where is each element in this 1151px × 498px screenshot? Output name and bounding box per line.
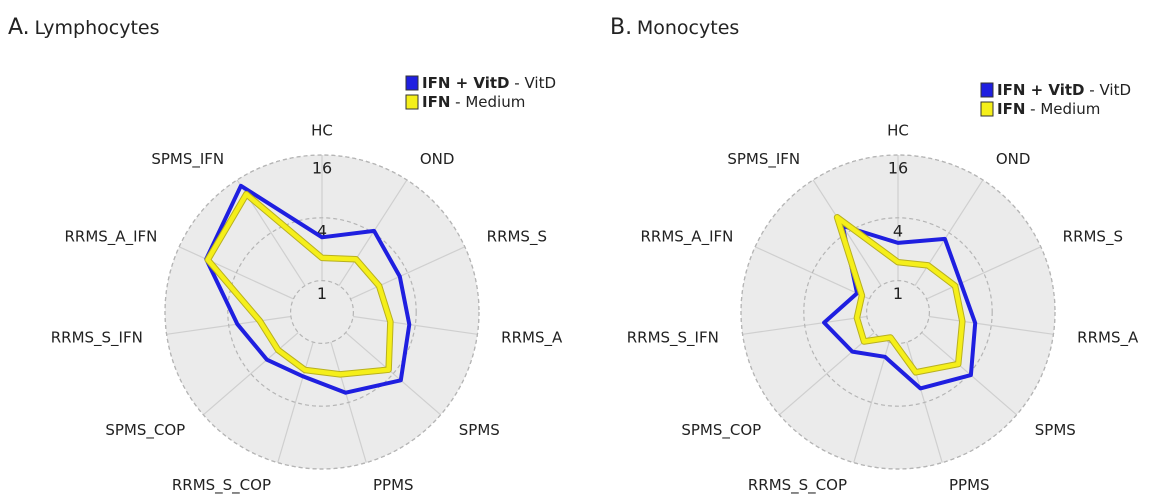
grid-circle xyxy=(164,154,480,470)
category-label: RRMS_A xyxy=(1077,328,1139,347)
category-label: RRMS_A xyxy=(501,328,563,347)
category-label: RRMS_S_COP xyxy=(172,476,271,495)
panel-letter: A. xyxy=(8,15,30,40)
category-label: RRMS_S_COP xyxy=(748,476,847,495)
panel-title: A. Lymphocytes xyxy=(8,15,160,40)
tick-label: 1 xyxy=(317,284,327,303)
category-label: HC xyxy=(887,122,909,140)
category-label: SPMS xyxy=(1035,421,1076,439)
legend-label: IFN + VitD - VitD xyxy=(422,74,556,92)
tick-label: 4 xyxy=(893,221,903,240)
legend-name: IFN xyxy=(997,100,1025,118)
spoke xyxy=(928,315,1054,335)
series-line xyxy=(205,191,393,377)
category-label: PPMS xyxy=(373,476,414,494)
legend-swatch xyxy=(980,82,994,98)
tick-label: 16 xyxy=(888,159,908,178)
tick-label: 4 xyxy=(317,221,327,240)
spoke xyxy=(178,246,294,300)
legend-label: IFN - Medium xyxy=(422,93,525,111)
category-label: RRMS_A_IFN xyxy=(641,227,734,246)
panel-name: Lymphocytes xyxy=(34,17,159,39)
spoke xyxy=(202,332,299,416)
legend-condition: - Medium xyxy=(455,93,525,111)
category-label: RRMS_S_IFN xyxy=(51,328,143,347)
legend-condition: - Medium xyxy=(1030,100,1100,118)
spoke xyxy=(853,341,890,463)
legend-name: IFN + VitD xyxy=(997,81,1085,99)
grid-circle xyxy=(740,154,1056,470)
panel-title: B. Monocytes xyxy=(610,15,739,40)
spoke xyxy=(277,341,314,463)
spoke xyxy=(345,332,442,416)
category-label: OND xyxy=(996,150,1031,168)
legend-name: IFN xyxy=(422,93,450,111)
tick-label: 1 xyxy=(893,284,903,303)
spoke xyxy=(352,315,478,335)
legend-condition: - VitD xyxy=(1089,81,1131,99)
legend-condition: - VitD xyxy=(514,74,556,92)
category-label: SPMS_IFN xyxy=(151,150,224,169)
panel-name: Monocytes xyxy=(637,17,739,39)
category-label: SPMS_COP xyxy=(105,421,185,440)
spoke xyxy=(754,246,870,300)
category-label: SPMS_COP xyxy=(681,421,761,440)
spoke xyxy=(812,179,882,286)
category-label: OND xyxy=(420,150,455,168)
legend-swatch xyxy=(405,94,419,110)
spoke xyxy=(350,246,466,300)
legend-swatch xyxy=(405,75,419,91)
legend-name: IFN + VitD xyxy=(422,74,510,92)
tick-label: 16 xyxy=(312,159,332,178)
grid-circle xyxy=(227,217,417,407)
category-label: SPMS_IFN xyxy=(727,150,800,169)
category-label: RRMS_S xyxy=(1063,227,1123,246)
legend-label: IFN - Medium xyxy=(997,100,1100,118)
spoke xyxy=(926,246,1042,300)
category-label: SPMS xyxy=(459,421,500,439)
category-label: RRMS_A_IFN xyxy=(65,227,158,246)
category-label: RRMS_S_IFN xyxy=(627,328,719,347)
panel-letter: B. xyxy=(610,15,632,40)
legend-swatch xyxy=(980,101,994,117)
category-label: RRMS_S xyxy=(487,227,547,246)
grid-circle xyxy=(803,217,993,407)
series-line xyxy=(834,215,965,375)
grid-circle xyxy=(290,280,355,345)
category-label: PPMS xyxy=(949,476,990,494)
spoke xyxy=(778,332,875,416)
category-label: HC xyxy=(311,122,333,140)
legend-label: IFN + VitD - VitD xyxy=(997,81,1131,99)
